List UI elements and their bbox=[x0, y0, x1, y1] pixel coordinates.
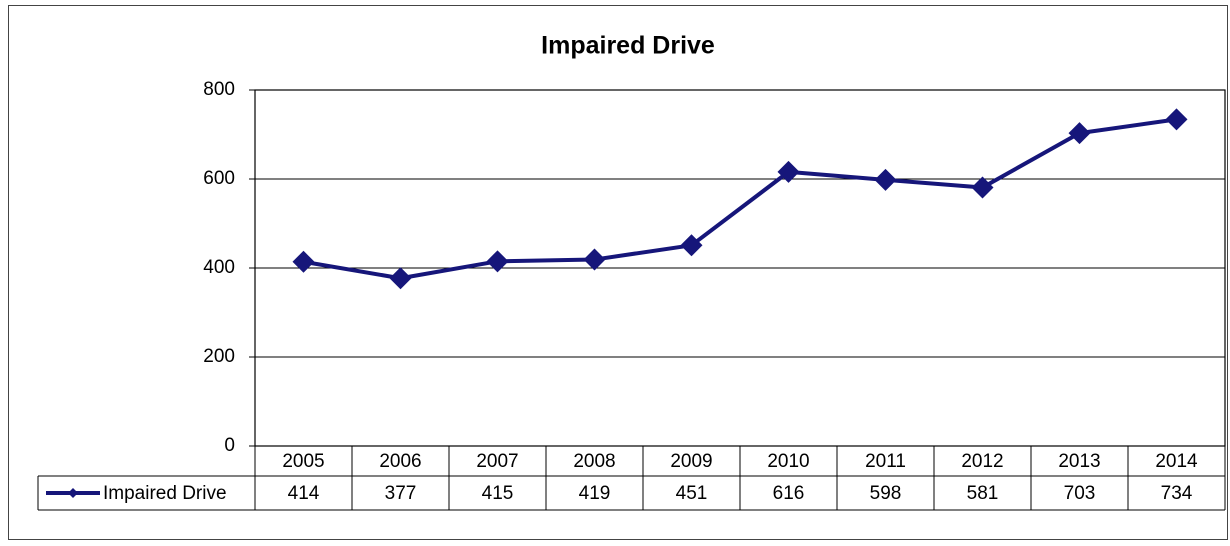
marker bbox=[971, 176, 994, 199]
series-line bbox=[303, 117, 1177, 281]
marker bbox=[583, 248, 606, 271]
marker bbox=[486, 250, 509, 273]
x-tick-label: 2008 bbox=[573, 451, 615, 472]
x-tick-label: 2006 bbox=[379, 451, 421, 472]
marker bbox=[292, 250, 315, 273]
table-value: 598 bbox=[870, 483, 902, 504]
table-value: 734 bbox=[1161, 483, 1193, 504]
chart-title: Impaired Drive bbox=[541, 32, 715, 60]
x-tick-label: 2014 bbox=[1155, 451, 1198, 472]
x-tick-label: 2010 bbox=[767, 451, 809, 472]
marker bbox=[1068, 122, 1091, 145]
table-value: 377 bbox=[385, 483, 417, 504]
marker bbox=[1165, 108, 1188, 131]
x-tick-label: 2011 bbox=[865, 451, 906, 472]
x-tick-label: 2007 bbox=[476, 451, 518, 472]
y-tick-label: 200 bbox=[203, 346, 235, 367]
chart-frame bbox=[8, 5, 1228, 540]
y-tick-label: 600 bbox=[203, 168, 235, 189]
table-value: 451 bbox=[676, 483, 708, 504]
x-tick-label: 2012 bbox=[961, 451, 1003, 472]
marker bbox=[389, 267, 412, 290]
table-value: 581 bbox=[967, 483, 999, 504]
y-tick-label: 800 bbox=[203, 79, 235, 100]
marker bbox=[680, 234, 703, 257]
y-tick-label: 0 bbox=[224, 435, 235, 456]
marker bbox=[777, 160, 800, 183]
x-tick-label: 2009 bbox=[670, 451, 712, 472]
table-value: 703 bbox=[1064, 483, 1096, 504]
marker bbox=[874, 168, 897, 191]
table-value: 616 bbox=[773, 483, 805, 504]
x-tick-label: 2005 bbox=[282, 451, 324, 472]
table-value: 419 bbox=[579, 483, 611, 504]
table-value: 414 bbox=[288, 483, 320, 504]
legend-marker bbox=[68, 488, 78, 498]
x-tick-label: 2013 bbox=[1058, 451, 1100, 472]
y-tick-label: 400 bbox=[203, 257, 235, 278]
table-value: 415 bbox=[482, 483, 514, 504]
legend-label: Impaired Drive bbox=[103, 483, 227, 504]
